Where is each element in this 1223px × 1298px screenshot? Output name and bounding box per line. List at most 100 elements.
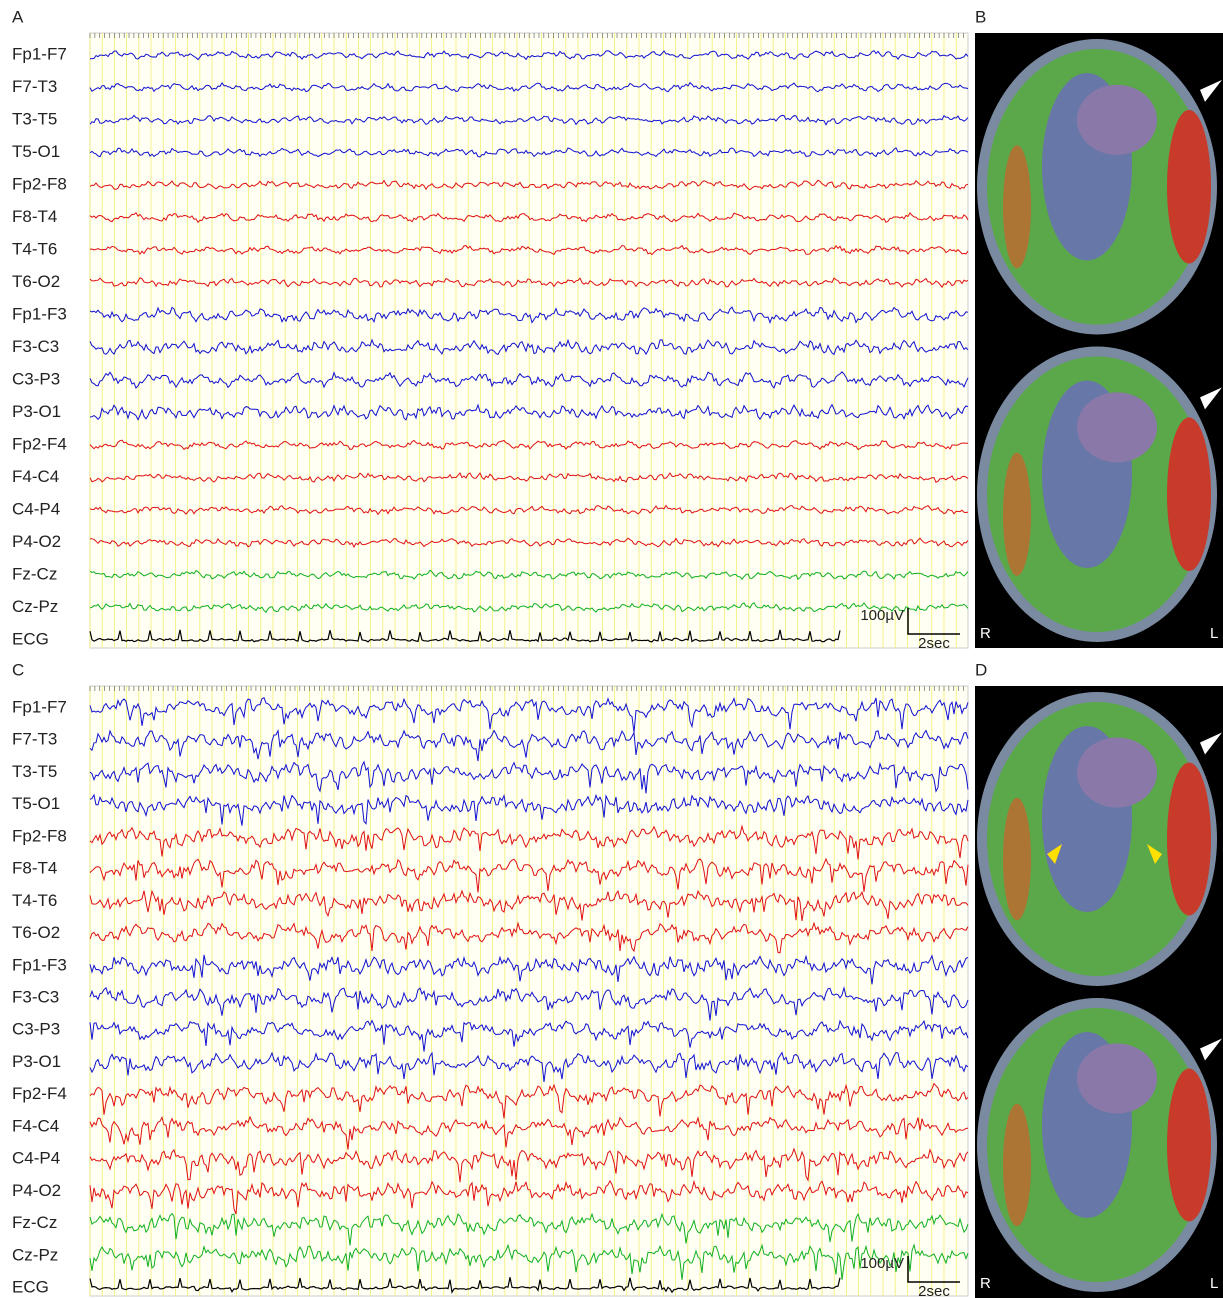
brain-purple	[1077, 392, 1157, 463]
scale-bar	[907, 1256, 960, 1283]
side-label: L	[1210, 1275, 1218, 1292]
channel-label: T6-O2	[12, 272, 60, 291]
brain-purple	[1077, 737, 1157, 808]
eeg-trace	[89, 1179, 969, 1215]
channel-label: P4-O2	[12, 532, 61, 551]
channel-label: C3-P3	[12, 1020, 60, 1039]
eeg-trace	[89, 629, 841, 643]
red-region	[1167, 762, 1211, 916]
channel-label: F7-T3	[12, 77, 57, 96]
eeg-trace	[89, 921, 969, 954]
eeg-trace	[89, 81, 969, 93]
scale-time: 2sec	[918, 1283, 950, 1298]
eeg-trace	[89, 179, 969, 191]
channel-label: Fp1-F3	[12, 304, 67, 323]
channel-label: Fp2-F8	[12, 174, 67, 193]
eeg-trace	[89, 49, 969, 61]
red-region	[1167, 109, 1211, 264]
panel-label: C	[12, 660, 24, 679]
eeg-trace	[89, 277, 969, 289]
channel-label: Fp1-F7	[12, 697, 67, 716]
red-region	[1167, 1068, 1211, 1222]
eeg-trace	[89, 1115, 969, 1150]
eeg-trace	[89, 889, 969, 921]
arrowhead	[1147, 844, 1162, 864]
arrowhead	[1047, 844, 1062, 864]
panel-label: B	[975, 7, 986, 26]
channel-label: T5-O1	[12, 794, 60, 813]
channel-label: T6-O2	[12, 923, 60, 942]
eeg-trace	[89, 244, 969, 256]
side-label: R	[980, 625, 991, 642]
eeg-trace	[89, 114, 969, 126]
eeg-trace	[89, 147, 969, 158]
eeg-trace	[89, 1019, 969, 1052]
eeg-trace	[89, 1277, 841, 1294]
arrow	[1200, 387, 1222, 410]
side-label: L	[1210, 625, 1218, 642]
eeg-trace	[89, 472, 969, 484]
channel-label: C4-P4	[12, 499, 60, 518]
brain-purple	[1077, 84, 1157, 155]
channel-label: F8-T4	[12, 207, 57, 226]
channel-label: C3-P3	[12, 369, 60, 388]
scale-amplitude: 100µV	[860, 607, 904, 624]
channel-label: T5-O1	[12, 142, 60, 161]
eeg-trace	[89, 760, 969, 794]
eeg-trace	[89, 824, 969, 860]
brain-purple	[1077, 1043, 1157, 1114]
eeg-trace	[89, 212, 969, 224]
eeg-trace	[89, 371, 969, 389]
channel-label: Fz-Cz	[12, 564, 57, 583]
eeg-trace	[89, 696, 969, 733]
eeg-trace	[89, 602, 969, 613]
red-region	[1003, 145, 1031, 269]
channel-label: ECG	[12, 629, 49, 648]
panel-label: D	[975, 660, 987, 679]
channel-label: T4-T6	[12, 239, 57, 258]
eeg-trace	[89, 1212, 969, 1246]
channel-label: P3-O1	[12, 1052, 61, 1071]
channel-label: F4-C4	[12, 467, 59, 486]
arrow	[1200, 1038, 1222, 1061]
scale-time: 2sec	[918, 635, 950, 652]
panel-label: A	[12, 7, 24, 26]
channel-label: ECG	[12, 1277, 49, 1296]
eeg-trace	[89, 986, 969, 1021]
eeg-trace	[89, 1082, 969, 1119]
eeg-trace	[89, 504, 969, 516]
channel-label: Cz-Pz	[12, 1245, 58, 1264]
channel-label: Fp1-F3	[12, 955, 67, 974]
eeg-trace	[89, 403, 969, 421]
eeg-trace	[89, 793, 969, 826]
arrow	[1200, 732, 1222, 755]
eeg-trace	[89, 729, 969, 762]
channel-label: T4-T6	[12, 891, 57, 910]
arrow	[1200, 79, 1222, 102]
eeg-trace	[89, 1243, 969, 1280]
eeg-trace	[89, 857, 969, 893]
red-region	[1003, 452, 1031, 576]
red-region	[1167, 417, 1211, 572]
channel-label: Fz-Cz	[12, 1213, 57, 1232]
red-region	[1003, 1103, 1031, 1227]
eeg-trace	[89, 954, 969, 985]
channel-label: Fp2-F4	[12, 434, 67, 453]
channel-label: T3-T5	[12, 109, 57, 128]
channel-label: T3-T5	[12, 762, 57, 781]
channel-label: F7-T3	[12, 730, 57, 749]
channel-label: F8-T4	[12, 859, 57, 878]
eeg-trace	[89, 338, 969, 356]
channel-label: P4-O2	[12, 1181, 61, 1200]
channel-label: Fp2-F4	[12, 1084, 67, 1103]
eeg-trace	[89, 439, 969, 451]
eeg-trace	[89, 1051, 969, 1082]
channel-label: Fp1-F7	[12, 44, 67, 63]
eeg-trace	[89, 1147, 969, 1183]
channel-label: F3-C3	[12, 987, 59, 1006]
channel-label: Fp2-F8	[12, 826, 67, 845]
eeg-trace	[89, 306, 969, 324]
channel-label: F3-C3	[12, 337, 59, 356]
scale-bar	[907, 608, 960, 635]
